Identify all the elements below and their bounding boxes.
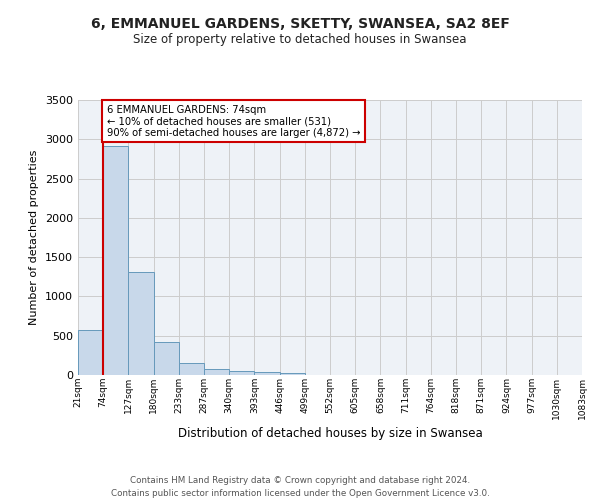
Bar	[154, 342, 179, 375]
Bar	[128, 272, 154, 375]
Text: Contains HM Land Registry data © Crown copyright and database right 2024.: Contains HM Land Registry data © Crown c…	[130, 476, 470, 485]
Bar	[103, 146, 128, 375]
Bar	[254, 372, 280, 375]
Bar	[204, 369, 229, 375]
Bar	[179, 363, 204, 375]
Bar	[229, 370, 254, 375]
Text: 6 EMMANUEL GARDENS: 74sqm
← 10% of detached houses are smaller (531)
90% of semi: 6 EMMANUEL GARDENS: 74sqm ← 10% of detac…	[107, 104, 361, 138]
X-axis label: Distribution of detached houses by size in Swansea: Distribution of detached houses by size …	[178, 427, 482, 440]
Bar	[280, 372, 305, 375]
Bar	[78, 330, 103, 375]
Text: Size of property relative to detached houses in Swansea: Size of property relative to detached ho…	[133, 32, 467, 46]
Y-axis label: Number of detached properties: Number of detached properties	[29, 150, 40, 325]
Text: Contains public sector information licensed under the Open Government Licence v3: Contains public sector information licen…	[110, 489, 490, 498]
Text: 6, EMMANUEL GARDENS, SKETTY, SWANSEA, SA2 8EF: 6, EMMANUEL GARDENS, SKETTY, SWANSEA, SA…	[91, 18, 509, 32]
